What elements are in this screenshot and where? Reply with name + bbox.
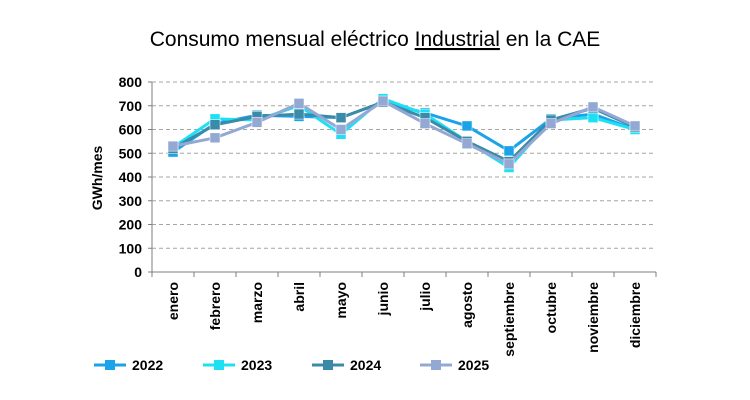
data-point	[629, 120, 641, 132]
data-point	[293, 98, 305, 109]
y-tick-label: 300	[119, 193, 143, 209]
legend-label: 2025	[458, 357, 489, 373]
x-tick-label: abril	[291, 282, 307, 312]
x-tick-label: junio	[375, 282, 391, 316]
data-point	[503, 145, 515, 157]
series-lines	[167, 93, 641, 173]
data-point	[209, 119, 221, 130]
y-tick-label: 100	[119, 240, 143, 256]
data-point	[167, 140, 179, 152]
x-tick-label: febrero	[207, 282, 223, 330]
legend-item-2024: 2024	[312, 357, 381, 373]
data-point	[587, 101, 599, 113]
legend-item-2022: 2022	[94, 357, 163, 373]
y-tick-label: 500	[119, 145, 143, 161]
y-tick-label: 700	[119, 98, 143, 114]
axes	[148, 81, 657, 277]
data-point	[209, 132, 221, 144]
data-point	[251, 117, 263, 128]
legend-label: 2024	[350, 357, 381, 373]
data-point	[377, 95, 389, 107]
x-tick-label: agosto	[459, 282, 475, 328]
legend-item-2023: 2023	[203, 357, 272, 373]
x-tick-label: septiembre	[501, 282, 517, 357]
chart-title-emphasis: Industrial	[415, 28, 500, 51]
y-tick-label: 0	[134, 264, 142, 280]
legend-label: 2022	[132, 357, 163, 373]
legend-marker	[323, 360, 333, 370]
legend-marker	[431, 360, 441, 370]
legend-item-2025: 2025	[420, 357, 489, 373]
series-line	[172, 100, 636, 164]
y-tick-label: 200	[119, 217, 143, 233]
x-tick-label: diciembre	[627, 282, 643, 348]
legend-marker	[105, 360, 115, 370]
x-tick-label: noviembre	[585, 282, 601, 353]
legend: 2022 2023 2024 2025	[94, 357, 489, 373]
y-tick-label: 400	[119, 169, 143, 185]
chart-title-prefix: Consumo mensual eléctrico	[150, 28, 415, 51]
y-tick-labels: 0 100 200 300 400 500 600 700 800	[119, 74, 143, 280]
data-point	[419, 118, 431, 129]
data-point	[335, 124, 347, 135]
x-tick-label: marzo	[249, 282, 265, 323]
y-tick-label: 600	[119, 122, 143, 138]
legend-marker	[214, 360, 224, 370]
data-point	[461, 138, 473, 149]
x-tick-labels: enero febrero marzo abril mayo junio julio agos…	[165, 282, 643, 357]
series-2025	[167, 95, 641, 170]
x-tick-label: julio	[417, 282, 433, 312]
x-tick-label: mayo	[333, 282, 349, 319]
data-point	[503, 158, 515, 170]
y-tick-label: 800	[119, 74, 143, 90]
data-point	[587, 112, 599, 123]
data-point	[461, 120, 473, 132]
x-tick-label: octubre	[543, 282, 559, 334]
chart-title-suffix: en la CAE	[500, 28, 600, 51]
x-tick-label: enero	[165, 282, 181, 320]
legend-label: 2023	[241, 357, 272, 373]
data-point	[335, 112, 347, 123]
series-line	[172, 99, 636, 166]
y-axis-label: GWh/mes	[89, 146, 105, 211]
chart-title: Consumo mensual eléctrico Industrial en …	[150, 28, 601, 51]
data-point	[293, 108, 305, 120]
data-point	[545, 118, 557, 129]
